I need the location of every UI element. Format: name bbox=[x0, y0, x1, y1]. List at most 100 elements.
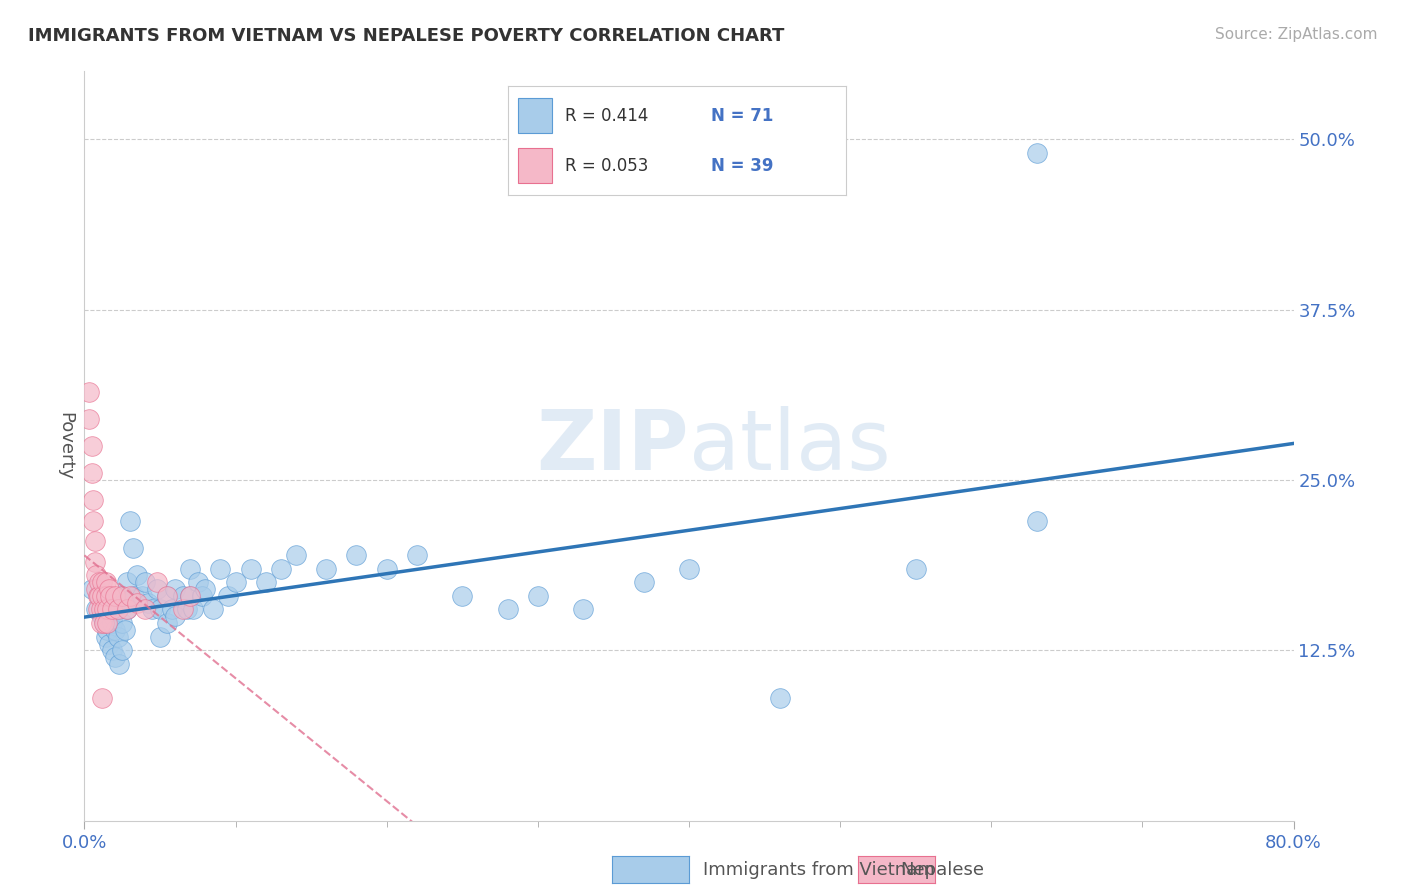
Point bbox=[87, 589, 110, 603]
Point bbox=[172, 589, 194, 603]
Point bbox=[94, 589, 117, 603]
Point bbox=[115, 602, 138, 616]
Point bbox=[156, 616, 179, 631]
Point bbox=[114, 623, 136, 637]
Point bbox=[187, 575, 209, 590]
Point bbox=[496, 602, 519, 616]
Point bbox=[146, 582, 169, 596]
Point bbox=[104, 623, 127, 637]
Point bbox=[94, 630, 117, 644]
Point bbox=[146, 575, 169, 590]
Point bbox=[93, 616, 115, 631]
Point bbox=[98, 589, 121, 603]
Point bbox=[93, 616, 115, 631]
Point bbox=[156, 589, 179, 603]
Point bbox=[114, 596, 136, 610]
Point bbox=[769, 691, 792, 706]
Point bbox=[91, 575, 114, 590]
Point bbox=[194, 582, 217, 596]
Point bbox=[111, 589, 134, 603]
Point bbox=[191, 589, 214, 603]
Point bbox=[451, 589, 474, 603]
Point bbox=[80, 582, 103, 596]
Point bbox=[104, 589, 127, 603]
Point bbox=[160, 602, 183, 616]
Point bbox=[77, 384, 100, 399]
Point bbox=[678, 561, 700, 575]
Point bbox=[179, 589, 201, 603]
Point bbox=[87, 602, 110, 616]
Point bbox=[118, 514, 141, 528]
Point bbox=[149, 630, 172, 644]
Point bbox=[346, 548, 368, 562]
Point bbox=[82, 514, 104, 528]
Point bbox=[315, 561, 337, 575]
Text: atlas: atlas bbox=[689, 406, 890, 486]
Point bbox=[90, 616, 112, 631]
Point bbox=[84, 555, 107, 569]
Point bbox=[131, 589, 153, 603]
Point bbox=[96, 602, 118, 616]
Point bbox=[77, 411, 100, 425]
Text: Immigrants from Vietnam: Immigrants from Vietnam bbox=[703, 861, 935, 879]
Point bbox=[111, 616, 134, 631]
Point bbox=[115, 602, 138, 616]
Point bbox=[239, 561, 262, 575]
Point bbox=[176, 602, 198, 616]
Point bbox=[101, 609, 124, 624]
Point bbox=[141, 602, 163, 616]
Point bbox=[270, 561, 292, 575]
Point bbox=[225, 575, 247, 590]
Point bbox=[217, 589, 239, 603]
Point bbox=[904, 561, 927, 575]
Point bbox=[115, 575, 138, 590]
Point bbox=[633, 575, 655, 590]
Point bbox=[84, 534, 107, 549]
Point bbox=[122, 589, 145, 603]
Point bbox=[97, 636, 120, 650]
Point bbox=[134, 602, 156, 616]
Point bbox=[80, 439, 103, 453]
Point bbox=[107, 630, 129, 644]
Point bbox=[201, 602, 224, 616]
Point bbox=[1025, 146, 1047, 161]
Point bbox=[91, 691, 114, 706]
Point bbox=[107, 602, 129, 616]
Point bbox=[165, 582, 187, 596]
Point bbox=[91, 589, 114, 603]
Text: Nepalese: Nepalese bbox=[900, 861, 984, 879]
Point bbox=[86, 568, 108, 582]
Point bbox=[375, 561, 398, 575]
Text: ZIP: ZIP bbox=[537, 406, 689, 486]
Point bbox=[127, 568, 149, 582]
Point bbox=[89, 575, 111, 590]
Point bbox=[100, 602, 122, 616]
Point bbox=[111, 589, 134, 603]
Point bbox=[1025, 514, 1047, 528]
Point bbox=[97, 582, 120, 596]
Point bbox=[104, 650, 127, 665]
Point bbox=[254, 575, 277, 590]
Text: IMMIGRANTS FROM VIETNAM VS NEPALESE POVERTY CORRELATION CHART: IMMIGRANTS FROM VIETNAM VS NEPALESE POVE… bbox=[28, 27, 785, 45]
Point bbox=[121, 541, 143, 556]
Point bbox=[100, 616, 122, 631]
Text: Source: ZipAtlas.com: Source: ZipAtlas.com bbox=[1215, 27, 1378, 42]
Point bbox=[572, 602, 595, 616]
Point bbox=[127, 596, 149, 610]
Point bbox=[89, 589, 111, 603]
Point bbox=[98, 602, 121, 616]
Point bbox=[96, 596, 118, 610]
Point bbox=[118, 589, 141, 603]
Point bbox=[90, 602, 112, 616]
Point bbox=[181, 602, 204, 616]
Point bbox=[111, 643, 134, 657]
Point bbox=[96, 623, 118, 637]
Point bbox=[86, 582, 108, 596]
Point bbox=[179, 589, 201, 603]
Point bbox=[179, 561, 201, 575]
Point bbox=[285, 548, 308, 562]
Point bbox=[406, 548, 429, 562]
Point bbox=[172, 602, 194, 616]
Point bbox=[107, 602, 129, 616]
Point bbox=[209, 561, 232, 575]
